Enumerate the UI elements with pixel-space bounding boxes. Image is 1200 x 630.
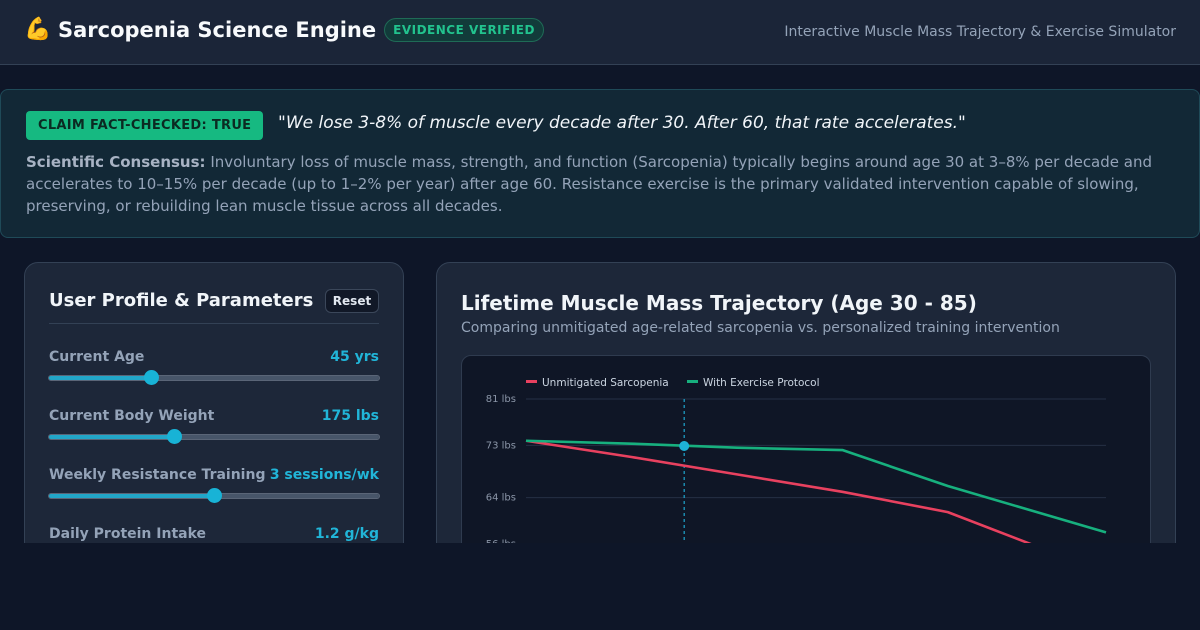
legend-label: Unmitigated Sarcopenia	[542, 377, 669, 389]
age-value: 45 yrs	[330, 349, 379, 365]
training-value: 3 sessions/wk	[269, 467, 379, 483]
consensus-text: Scientific Consensus: Involuntary loss o…	[26, 151, 1156, 217]
claim-quote: "We lose 3-8% of muscle every decade aft…	[278, 113, 966, 133]
chart-subtitle: Comparing unmitigated age-related sarcop…	[461, 320, 1060, 336]
weight-label: Current Body Weight	[49, 408, 215, 424]
current-age-marker-point	[679, 440, 690, 451]
viewport-cutoff	[0, 543, 1200, 630]
weight-slider-thumb[interactable]	[167, 429, 183, 444]
claim-card: CLAIM FACT-CHECKED: TRUE "We lose 3-8% o…	[0, 89, 1200, 238]
app-subtitle: Interactive Muscle Mass Trajectory & Exe…	[784, 24, 1176, 40]
series-line	[525, 439, 1107, 575]
y-tick-label: 73 lbs	[486, 440, 516, 451]
series-line	[525, 439, 1107, 534]
y-tick-label: 64 lbs	[486, 493, 516, 504]
consensus-label: Scientific Consensus:	[26, 153, 206, 171]
flexed-biceps-icon: 💪	[24, 17, 52, 42]
app-title: Sarcopenia Science Engine	[58, 17, 377, 42]
evidence-verified-badge: EVIDENCE VERIFIED	[384, 17, 544, 42]
reset-button[interactable]: Reset	[325, 289, 379, 313]
divider	[49, 323, 379, 324]
consensus-body: Involuntary loss of muscle mass, strengt…	[26, 153, 1152, 215]
training-slider[interactable]	[48, 488, 380, 503]
legend-label: With Exercise Protocol	[703, 377, 820, 389]
y-tick-label: 81 lbs	[486, 394, 516, 405]
protein-value: 1.2 g/kg	[314, 526, 379, 542]
profile-title: User Profile & Parameters	[49, 290, 314, 311]
age-label: Current Age	[49, 349, 145, 365]
top-bar: 💪 Sarcopenia Science Engine EVIDENCE VER…	[0, 0, 1200, 65]
legend-swatch	[687, 380, 698, 383]
training-slider-thumb[interactable]	[207, 488, 222, 503]
chart-title: Lifetime Muscle Mass Trajectory (Age 30 …	[461, 291, 977, 315]
claim-status-badge: CLAIM FACT-CHECKED: TRUE	[26, 111, 264, 140]
brand: 💪 Sarcopenia Science Engine EVIDENCE VER…	[24, 17, 544, 42]
age-slider[interactable]	[48, 370, 380, 385]
training-label: Weekly Resistance Training	[49, 467, 266, 483]
weight-value: 175 lbs	[321, 408, 379, 424]
legend-swatch	[526, 380, 537, 383]
age-slider-thumb[interactable]	[144, 370, 160, 385]
protein-label: Daily Protein Intake	[49, 526, 207, 542]
weight-slider[interactable]	[48, 429, 380, 444]
